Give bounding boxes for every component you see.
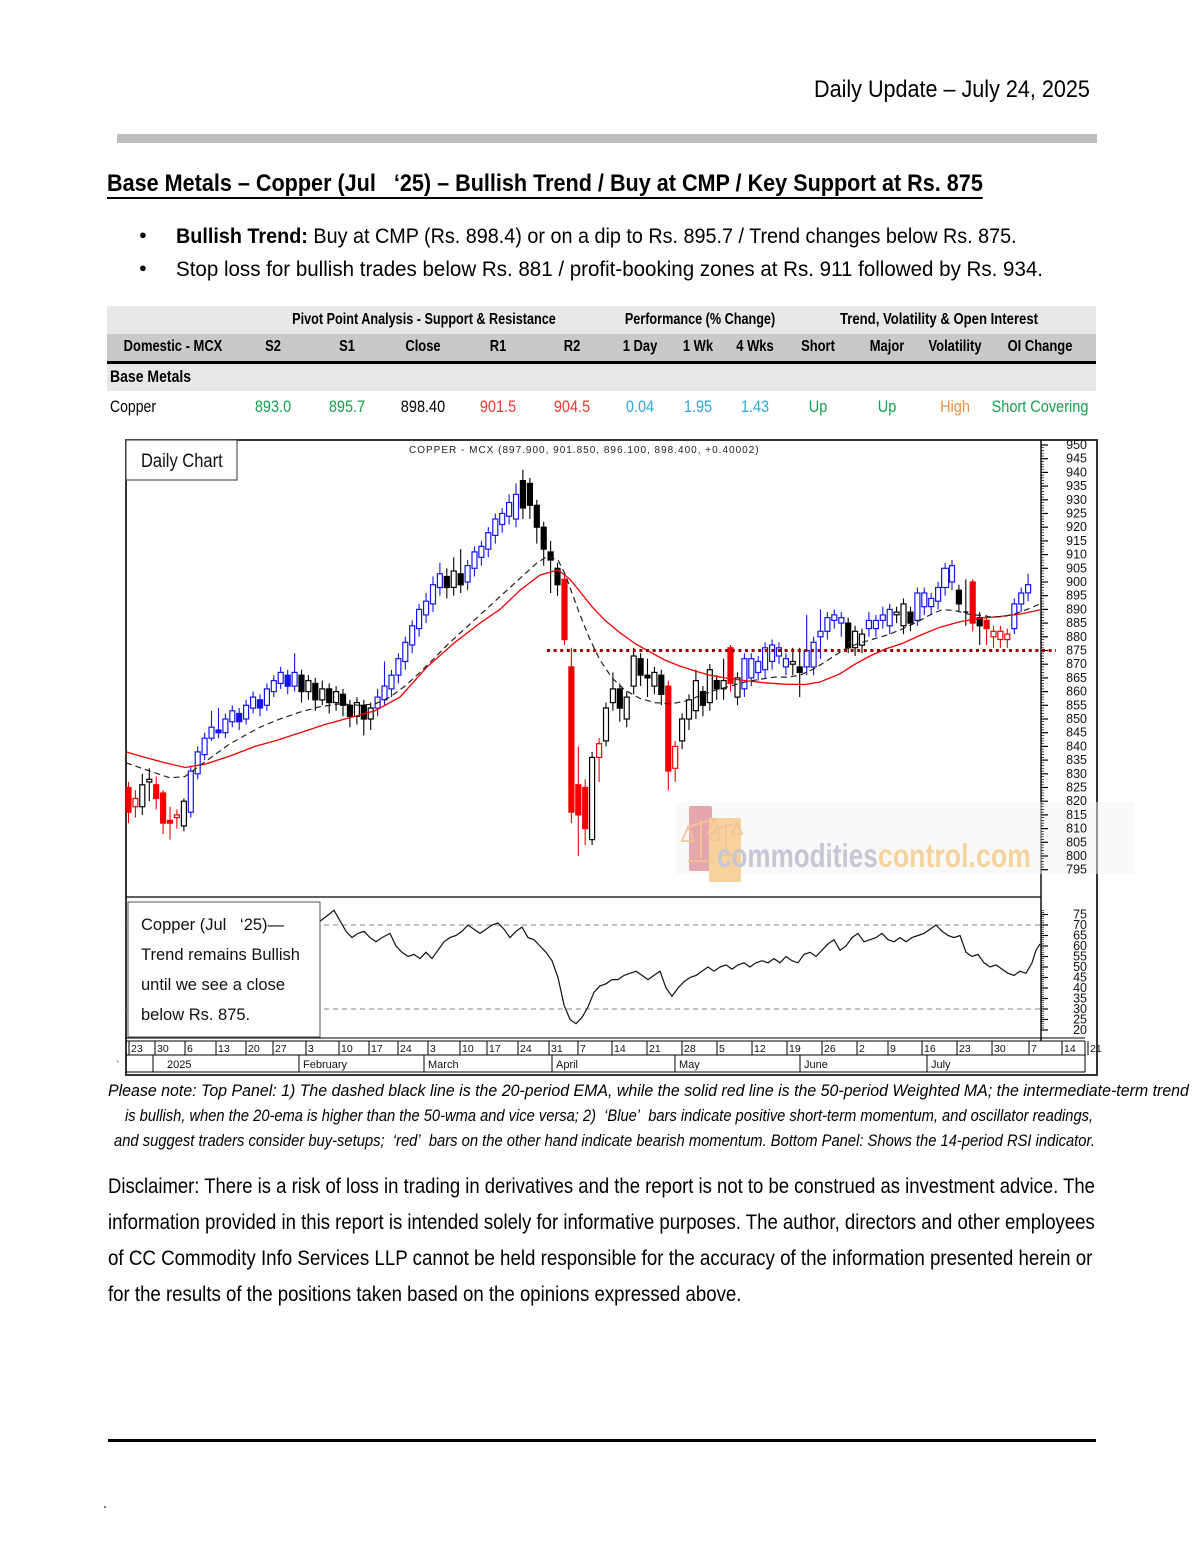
svg-text:13: 13 bbox=[218, 1043, 230, 1055]
svg-text:June: June bbox=[804, 1059, 828, 1071]
svg-text:30: 30 bbox=[157, 1043, 169, 1055]
svg-text:16: 16 bbox=[924, 1043, 936, 1055]
svg-text:55: 55 bbox=[1073, 950, 1087, 964]
svg-text:930: 930 bbox=[1066, 493, 1087, 507]
svg-text:820: 820 bbox=[1066, 794, 1087, 808]
svg-text:27: 27 bbox=[275, 1043, 287, 1055]
svg-text:24: 24 bbox=[520, 1043, 532, 1055]
svg-text:845: 845 bbox=[1066, 726, 1087, 740]
svg-text:30: 30 bbox=[994, 1043, 1006, 1055]
svg-text:940: 940 bbox=[1066, 465, 1087, 479]
svg-text:17: 17 bbox=[371, 1043, 383, 1055]
svg-text:875: 875 bbox=[1066, 644, 1087, 658]
svg-text:14: 14 bbox=[614, 1043, 626, 1055]
svg-text:below Rs. 875.: below Rs. 875. bbox=[141, 1006, 250, 1024]
svg-text:835: 835 bbox=[1066, 753, 1087, 767]
svg-text:20: 20 bbox=[1073, 1023, 1087, 1037]
svg-text:25: 25 bbox=[1073, 1013, 1087, 1027]
svg-text:19: 19 bbox=[789, 1043, 801, 1055]
svg-text:60: 60 bbox=[1073, 939, 1087, 953]
svg-text:950: 950 bbox=[1066, 438, 1087, 452]
svg-text:3: 3 bbox=[308, 1043, 314, 1055]
svg-text:75: 75 bbox=[1073, 908, 1087, 922]
svg-text:7: 7 bbox=[1031, 1043, 1037, 1055]
svg-text:7: 7 bbox=[580, 1043, 586, 1055]
svg-text:795: 795 bbox=[1066, 863, 1087, 877]
svg-text:5: 5 bbox=[719, 1043, 725, 1055]
svg-text:10: 10 bbox=[341, 1043, 353, 1055]
svg-text:810: 810 bbox=[1066, 822, 1087, 836]
svg-text:890: 890 bbox=[1066, 602, 1087, 616]
svg-text:860: 860 bbox=[1066, 685, 1087, 699]
svg-text:40: 40 bbox=[1073, 981, 1087, 995]
svg-text:830: 830 bbox=[1066, 767, 1087, 781]
svg-text:COPPER - MCX (897.900, 901.850: COPPER - MCX (897.900, 901.850, 896.100,… bbox=[409, 445, 760, 456]
svg-text:9: 9 bbox=[890, 1043, 896, 1055]
svg-text:65: 65 bbox=[1073, 929, 1087, 943]
svg-text:26: 26 bbox=[824, 1043, 836, 1055]
svg-text:14: 14 bbox=[1064, 1043, 1076, 1055]
svg-text:control.com: control.com bbox=[878, 838, 1031, 874]
svg-text:70: 70 bbox=[1073, 918, 1087, 932]
svg-text:6: 6 bbox=[187, 1043, 193, 1055]
svg-text:3: 3 bbox=[430, 1043, 436, 1055]
svg-text:800: 800 bbox=[1066, 849, 1087, 863]
svg-text:Daily Chart: Daily Chart bbox=[141, 450, 223, 471]
svg-text:Copper (Jul ‘25)—: Copper (Jul ‘25)— bbox=[141, 916, 285, 934]
svg-text:17: 17 bbox=[489, 1043, 501, 1055]
svg-text:23: 23 bbox=[959, 1043, 971, 1055]
svg-text:2025: 2025 bbox=[167, 1059, 191, 1071]
svg-text:35: 35 bbox=[1073, 992, 1087, 1006]
svg-text:50: 50 bbox=[1073, 960, 1087, 974]
svg-text:935: 935 bbox=[1066, 479, 1087, 493]
svg-text:April: April bbox=[556, 1059, 578, 1071]
svg-text:45: 45 bbox=[1073, 971, 1087, 985]
svg-text:10: 10 bbox=[462, 1043, 474, 1055]
svg-text:28: 28 bbox=[684, 1043, 696, 1055]
svg-text:31: 31 bbox=[551, 1043, 563, 1055]
svg-text:2: 2 bbox=[859, 1043, 865, 1055]
svg-text:May: May bbox=[679, 1059, 700, 1071]
svg-text:880: 880 bbox=[1066, 630, 1087, 644]
svg-text:Trend remains Bullish: Trend remains Bullish bbox=[141, 946, 300, 964]
svg-text:825: 825 bbox=[1066, 781, 1087, 795]
svg-text:23: 23 bbox=[131, 1043, 143, 1055]
svg-text:900: 900 bbox=[1066, 575, 1087, 589]
svg-text:855: 855 bbox=[1066, 698, 1087, 712]
svg-text:20: 20 bbox=[248, 1043, 260, 1055]
svg-text:885: 885 bbox=[1066, 616, 1087, 630]
svg-text:until we see a close: until we see a close bbox=[141, 976, 285, 994]
svg-text:February: February bbox=[303, 1059, 348, 1071]
svg-text:21: 21 bbox=[649, 1043, 661, 1055]
svg-text:30: 30 bbox=[1073, 1002, 1087, 1016]
svg-text:895: 895 bbox=[1066, 589, 1087, 603]
svg-text:945: 945 bbox=[1066, 452, 1087, 466]
svg-text:910: 910 bbox=[1066, 548, 1087, 562]
svg-text:925: 925 bbox=[1066, 507, 1087, 521]
svg-text:920: 920 bbox=[1066, 520, 1087, 534]
svg-text:805: 805 bbox=[1066, 835, 1087, 849]
svg-text:commodities: commodities bbox=[717, 838, 878, 875]
svg-text:24: 24 bbox=[400, 1043, 412, 1055]
svg-text:12: 12 bbox=[754, 1043, 766, 1055]
svg-text:840: 840 bbox=[1066, 739, 1087, 753]
svg-text:865: 865 bbox=[1066, 671, 1087, 685]
svg-text:870: 870 bbox=[1066, 657, 1087, 671]
svg-text:21: 21 bbox=[1090, 1043, 1102, 1055]
svg-text:850: 850 bbox=[1066, 712, 1087, 726]
svg-text:905: 905 bbox=[1066, 561, 1087, 575]
svg-text:March: March bbox=[428, 1059, 459, 1071]
svg-text:815: 815 bbox=[1066, 808, 1087, 822]
svg-text:July: July bbox=[931, 1059, 951, 1071]
svg-text:`: ` bbox=[116, 1060, 120, 1072]
svg-text:915: 915 bbox=[1066, 534, 1087, 548]
